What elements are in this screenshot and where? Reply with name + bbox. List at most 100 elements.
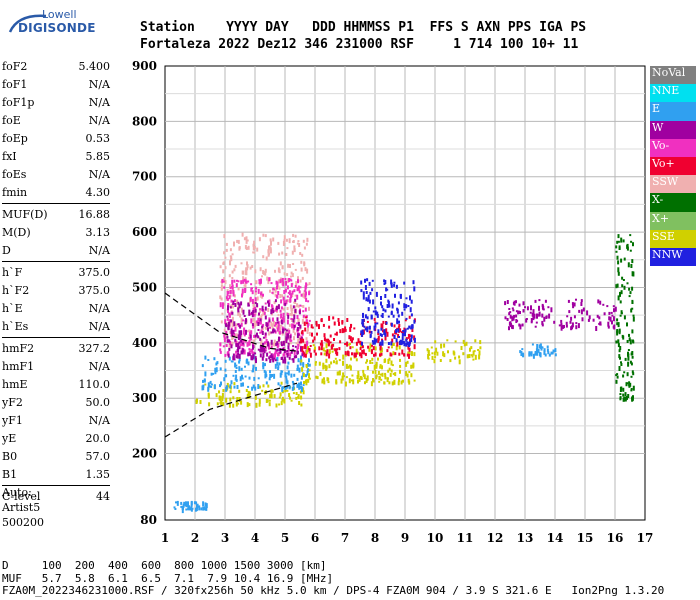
echo-point [251, 311, 253, 315]
echo-point [347, 365, 350, 369]
echo-point [272, 342, 274, 346]
auto-version: 500200 [2, 516, 44, 529]
echo-point [530, 318, 533, 322]
echo-point [536, 313, 538, 317]
legend-item: Vo- [650, 138, 696, 157]
echo-point [342, 354, 345, 360]
echo-point [236, 349, 239, 352]
echo-point [272, 310, 275, 314]
echo-point [285, 280, 288, 286]
echo-point [399, 358, 401, 362]
echo-point [294, 234, 297, 238]
echo-point [626, 322, 628, 327]
echo-point [230, 257, 233, 261]
echo-point [386, 349, 389, 353]
echo-point [389, 352, 392, 357]
echo-point [290, 373, 293, 378]
echo-point [628, 333, 630, 337]
echo-point [511, 307, 514, 310]
echo-point [382, 320, 385, 324]
echo-point [272, 288, 275, 291]
echo-point [357, 370, 360, 375]
echo-point [293, 245, 296, 251]
echo-point [289, 352, 292, 357]
echo-point [286, 313, 289, 316]
echo-point [349, 365, 352, 371]
param-row: foF2 5.400 [2, 58, 110, 76]
echo-point [297, 276, 299, 281]
echo-point [406, 353, 409, 357]
echo-point [345, 363, 348, 369]
echo-point [260, 341, 263, 347]
echo-point [351, 337, 354, 341]
echo-point [267, 332, 270, 336]
echo-point [233, 294, 236, 298]
echo-point [264, 332, 267, 336]
echo-point [279, 372, 282, 378]
echo-point [407, 345, 410, 350]
echo-point [238, 341, 241, 344]
echo-point [553, 320, 556, 324]
echo-point [223, 277, 226, 282]
echo-point [299, 252, 302, 255]
echo-point [367, 307, 370, 312]
echo-point [546, 348, 549, 352]
echo-point [340, 378, 343, 384]
echo-point [617, 234, 620, 239]
echo-point [297, 338, 300, 343]
echo-point [302, 373, 305, 378]
echo-point [312, 344, 315, 347]
echo-point [627, 349, 630, 351]
echo-point [282, 328, 284, 334]
echo-point [265, 339, 268, 343]
echo-point [219, 367, 222, 371]
echo-point [607, 321, 610, 327]
header-line1: Station YYYY DAY DDD HHMMSS P1 FFS S AXN… [140, 20, 587, 35]
echo-point [631, 370, 634, 374]
echo-point [193, 501, 196, 505]
echo-point [225, 397, 228, 403]
echo-point [322, 364, 325, 370]
echo-point [362, 349, 365, 354]
echo-point [396, 341, 399, 347]
echo-point [334, 333, 337, 336]
echo-point [628, 287, 631, 291]
echo-point [384, 372, 387, 375]
echo-point [225, 344, 228, 347]
echo-point [305, 342, 308, 347]
echo-point [228, 342, 231, 348]
y-tick-label: 80 [140, 513, 157, 527]
echo-point [328, 364, 331, 369]
echo-point [274, 363, 277, 369]
echo-point [324, 349, 327, 352]
echo-point [210, 385, 213, 388]
x-tick-label: 7 [341, 531, 349, 545]
echo-point [242, 309, 245, 315]
echo-point [232, 289, 235, 294]
echo-point [221, 398, 224, 402]
echo-point [257, 322, 260, 326]
echo-point [508, 312, 511, 316]
grid [165, 66, 645, 520]
echo-point [321, 378, 324, 382]
echo-point [367, 294, 370, 300]
echo-point [599, 300, 602, 305]
echo-point [262, 384, 265, 388]
param-value: N/A [88, 414, 110, 427]
echo-point [588, 315, 591, 320]
echo-point [370, 381, 373, 387]
echo-point [431, 355, 434, 360]
echo-point [235, 323, 238, 327]
echo-point [289, 335, 292, 339]
echo-point [254, 386, 257, 391]
x-tick-label: 10 [427, 531, 444, 545]
echo-point [462, 352, 465, 356]
echo-point [341, 375, 344, 381]
echo-point [303, 381, 305, 384]
echo-point [346, 318, 349, 322]
echo-point [300, 375, 303, 380]
echo-point [272, 329, 274, 334]
echo-point [271, 323, 274, 328]
